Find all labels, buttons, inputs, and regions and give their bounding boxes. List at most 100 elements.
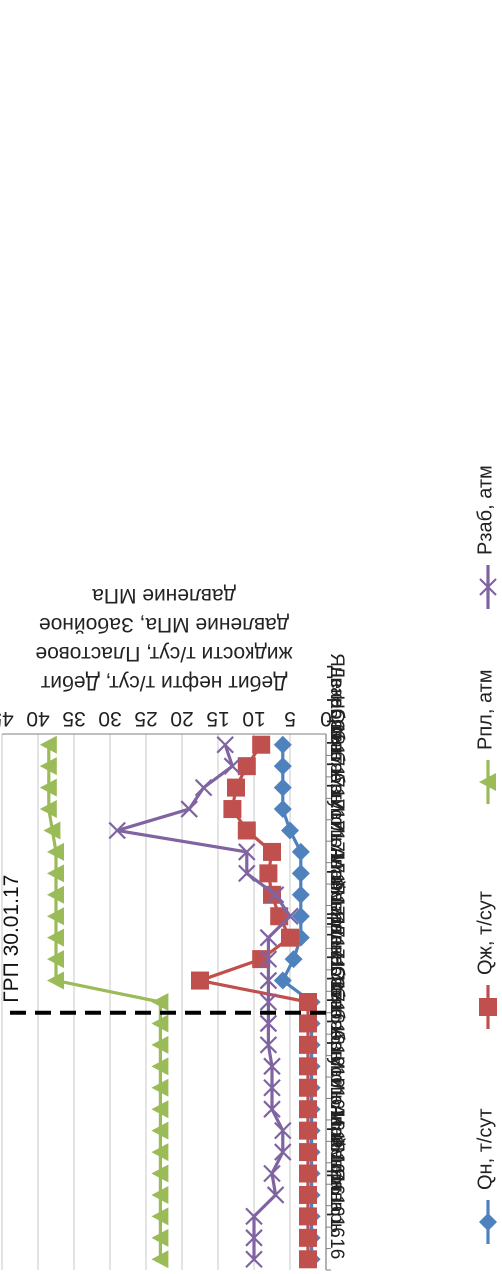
- data-point: [299, 1164, 317, 1183]
- x-tick-label: Декабрь.17: [326, 666, 347, 767]
- data-point: [266, 1186, 285, 1204]
- data-point: [479, 773, 496, 791]
- data-point: [479, 998, 497, 1016]
- data-point: [263, 842, 281, 861]
- data-point: [281, 928, 299, 947]
- data-point: [291, 928, 310, 947]
- data-point: [194, 778, 213, 797]
- series-triangle: [39, 735, 169, 1269]
- x-tick-label: Февраль.16: [326, 1134, 347, 1238]
- data-point: [259, 1036, 278, 1054]
- data-point: [47, 950, 64, 969]
- data-point: [151, 1035, 169, 1054]
- data-point: [191, 971, 209, 990]
- legend: Qн, т/сут Qж, т/сут Рпл, атм Рзаб, атм: [474, 465, 497, 1244]
- annotation-group: ГРП 30.01.17: [0, 875, 326, 1015]
- data-point: [39, 778, 57, 797]
- y-axis-title-line: жидкости т/сут, Пластовое: [35, 642, 292, 665]
- data-point: [266, 886, 285, 904]
- y-axis-title-line: давление МПа: [92, 584, 236, 607]
- data-point: [299, 1207, 317, 1226]
- data-point: [259, 928, 278, 947]
- data-point: [238, 843, 256, 861]
- y-tick-labels: 0 5 10 15 20 25 30 35 40 45: [0, 707, 332, 730]
- data-point: [223, 800, 242, 819]
- y-tick-label: 40: [26, 707, 49, 730]
- x-tick-label: Ноябрь.16: [326, 953, 347, 1045]
- data-point: [151, 1164, 169, 1183]
- data-point: [299, 1035, 317, 1054]
- data-point: [39, 757, 57, 776]
- x-tick-label: Декабрь.16: [326, 923, 347, 1024]
- data-point: [284, 950, 303, 969]
- y-tick-label: 30: [98, 707, 121, 730]
- x-tick-label: Август.16: [326, 1028, 347, 1110]
- data-point: [299, 1185, 317, 1204]
- data-point: [151, 1185, 169, 1204]
- legend-label: Qн, т/сут: [474, 1108, 496, 1190]
- data-point: [299, 1100, 317, 1119]
- data-point: [263, 1078, 281, 1097]
- x-tick-label: Март.17: [326, 889, 347, 959]
- data-point: [259, 950, 278, 968]
- legend-item: Qж, т/сут: [474, 891, 497, 1029]
- y-tick-label: 20: [170, 707, 193, 730]
- x-tick-label: Июль.17: [326, 798, 347, 873]
- legend-item: Рзаб, атм: [474, 465, 497, 609]
- data-point: [252, 735, 271, 754]
- x-tick-label: Май.17: [326, 853, 347, 917]
- data-point: [259, 993, 278, 1011]
- data-point: [281, 907, 299, 926]
- x-tick-label: Август.17: [326, 770, 347, 852]
- data-point: [223, 757, 242, 775]
- data-point: [263, 1100, 281, 1118]
- data-point: [47, 971, 64, 990]
- data-point: [47, 842, 64, 861]
- data-point: [259, 1014, 278, 1033]
- data-point: [151, 1143, 169, 1162]
- data-point: [291, 842, 310, 861]
- legend-item: Qн, т/сут: [474, 1108, 497, 1244]
- data-point: [299, 1143, 317, 1162]
- data-point: [273, 971, 292, 990]
- legend-label: Рзаб, атм: [474, 465, 496, 555]
- data-point: [299, 1228, 317, 1247]
- data-point: [151, 1250, 169, 1269]
- data-point: [291, 864, 310, 883]
- data-point: [299, 1121, 317, 1140]
- data-point: [39, 735, 57, 754]
- x-tick-label: Март.16: [326, 1147, 347, 1217]
- data-point: [291, 907, 310, 926]
- data-point: [47, 907, 64, 926]
- legend-label: Qж, т/сут: [474, 891, 496, 975]
- annotation-label: ГРП 30.01.17: [0, 875, 23, 1003]
- data-point: [151, 1121, 169, 1140]
- y-tick-label: 35: [62, 707, 85, 730]
- data-point: [237, 821, 256, 840]
- series-square: [191, 735, 317, 1269]
- data-point: [273, 800, 292, 819]
- y-tick-label: 0: [320, 707, 332, 730]
- x-tick-label: Июнь.17: [326, 820, 347, 895]
- data-point: [273, 735, 292, 754]
- data-point: [151, 1078, 169, 1097]
- y-axis-title: Дебит нефти т/сут, Дебит жидкости т/сут, …: [35, 584, 292, 694]
- data-point: [39, 800, 57, 819]
- data-point: [180, 800, 198, 818]
- data-point: [274, 1121, 292, 1140]
- data-point: [227, 778, 245, 797]
- x-tick-labels: Январь.16Февраль.16Март.16Апрель.16Май.1…: [326, 653, 347, 1259]
- x-tick-label: Январь.17: [326, 910, 347, 1002]
- series-line: [115, 744, 292, 1260]
- data-point: [151, 1228, 169, 1247]
- y-axis-title-line: Дебит нефти т/сут, Дебит: [40, 671, 287, 694]
- data-point: [479, 1213, 497, 1231]
- data-point: [299, 1078, 317, 1097]
- data-point: [263, 1164, 281, 1183]
- gridlines: [1, 733, 331, 1271]
- data-point: [273, 778, 292, 797]
- data-point: [259, 864, 278, 883]
- data-point: [151, 1014, 169, 1033]
